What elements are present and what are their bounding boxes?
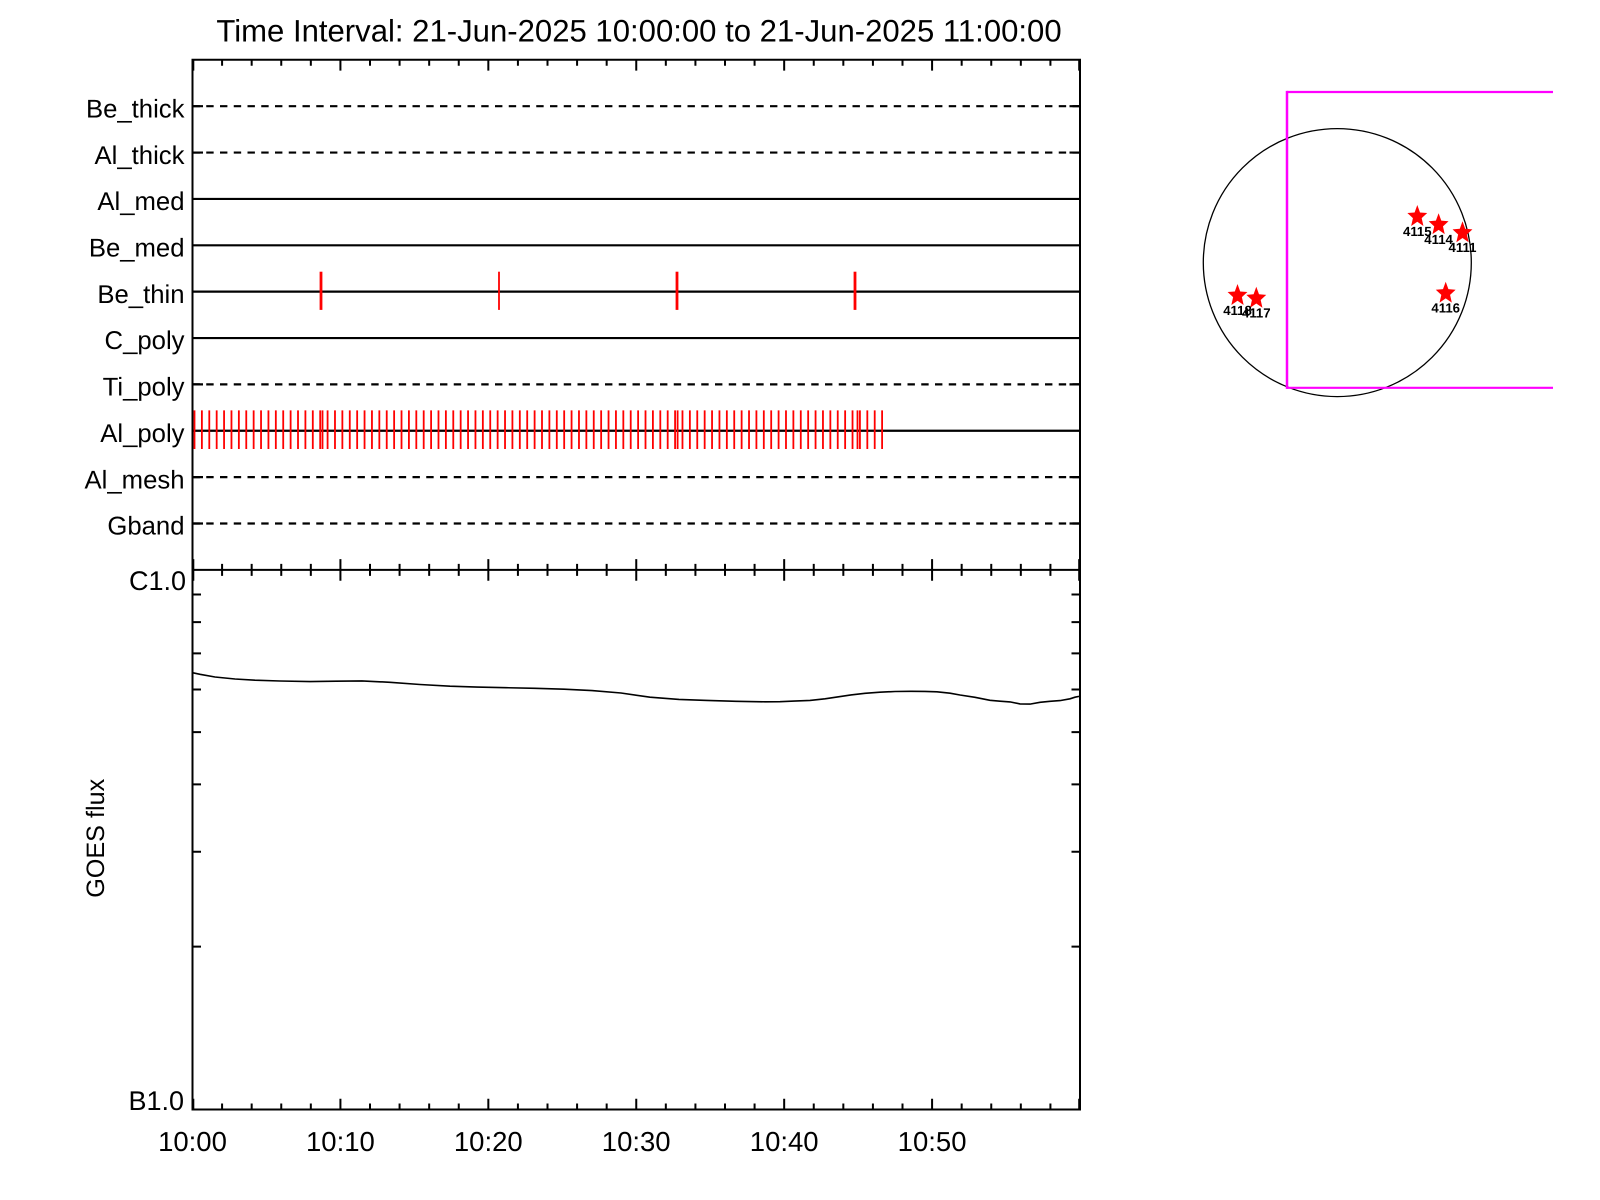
svg-text:Al_med: Al_med <box>97 188 184 216</box>
svg-text:C1.0: C1.0 <box>129 566 186 596</box>
svg-text:10:30: 10:30 <box>602 1126 671 1157</box>
svg-text:Be_thin: Be_thin <box>97 281 184 309</box>
svg-text:Al_thick: Al_thick <box>95 142 185 170</box>
svg-text:Al_poly: Al_poly <box>100 420 184 448</box>
svg-text:4117: 4117 <box>1242 306 1271 321</box>
svg-text:10:40: 10:40 <box>750 1126 819 1157</box>
svg-text:4118: 4118 <box>1223 303 1252 318</box>
svg-text:Time Interval: 21-Jun-2025 10:: Time Interval: 21-Jun-2025 10:00:00 to 2… <box>216 14 1061 49</box>
svg-text:Gband: Gband <box>107 513 184 541</box>
svg-text:10:20: 10:20 <box>454 1126 523 1157</box>
svg-text:Be_thick: Be_thick <box>86 95 185 123</box>
svg-text:4116: 4116 <box>1431 301 1460 316</box>
svg-text:4114: 4114 <box>1424 232 1453 247</box>
svg-text:C_poly: C_poly <box>105 327 185 355</box>
svg-text:10:10: 10:10 <box>306 1126 375 1157</box>
svg-text:10:50: 10:50 <box>898 1126 967 1157</box>
svg-text:B1.0: B1.0 <box>128 1086 184 1116</box>
svg-text:GOES flux: GOES flux <box>82 778 110 897</box>
svg-text:Al_mesh: Al_mesh <box>85 466 185 494</box>
svg-text:Ti_poly: Ti_poly <box>103 374 185 402</box>
svg-text:Be_med: Be_med <box>89 234 185 262</box>
svg-text:10:00: 10:00 <box>158 1126 227 1157</box>
svg-text:4115: 4115 <box>1403 224 1432 239</box>
svg-text:4111: 4111 <box>1449 240 1477 255</box>
